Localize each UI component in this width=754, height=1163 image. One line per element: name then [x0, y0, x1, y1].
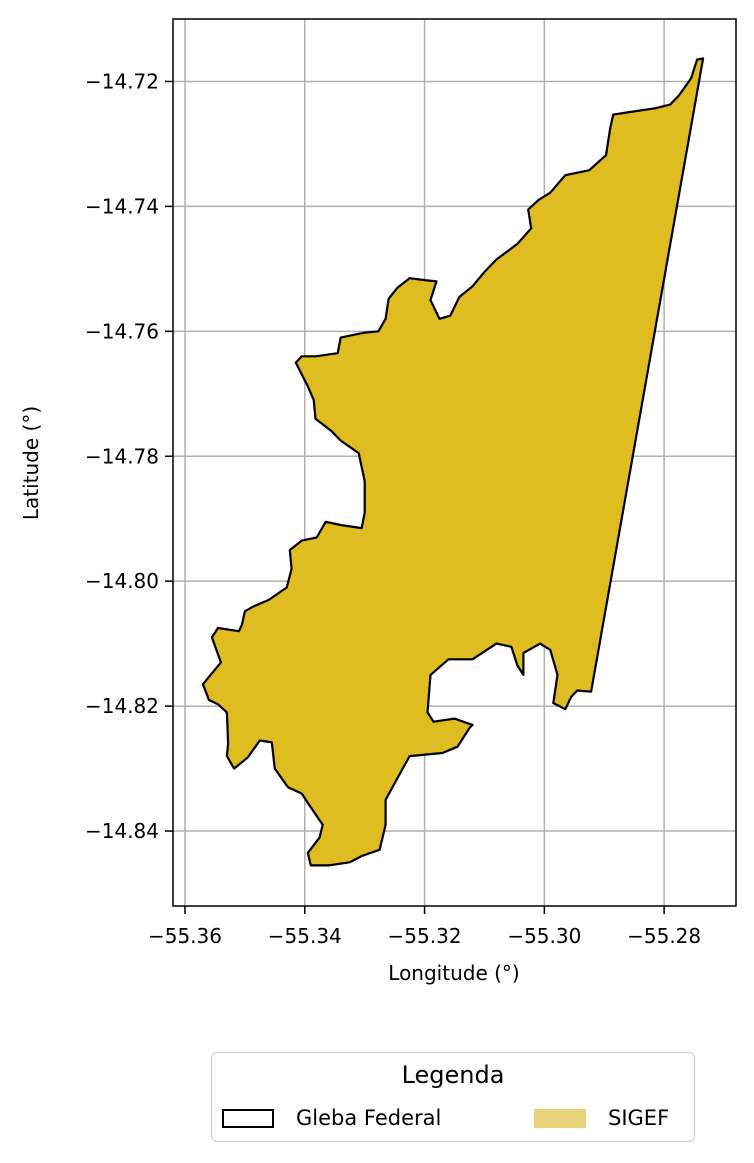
x-tick-label: −55.30 — [507, 924, 581, 948]
y-tick-label: −14.78 — [85, 444, 159, 468]
y-axis-ticks: −14.72 −14.74 −14.76 −14.78 −14.80 −14.82 −14.… — [85, 69, 173, 843]
y-tick-label: −14.82 — [85, 694, 159, 718]
x-tick-label: −55.28 — [627, 924, 701, 948]
x-axis-ticks: −55.36 −55.34 −55.32 −55.30 −55.28 — [148, 906, 701, 948]
y-axis-title: Latitude (°) — [19, 406, 43, 520]
legend-label-gleba-federal: Gleba Federal — [296, 1106, 442, 1130]
y-tick-label: −14.84 — [85, 819, 159, 843]
legend-label-sigef: SIGEF — [608, 1106, 670, 1130]
legend-swatch-outline — [222, 1108, 274, 1128]
legend-swatch-fill — [534, 1108, 586, 1128]
y-tick-label: −14.76 — [85, 319, 159, 343]
legend-item-gleba-federal: Gleba Federal — [222, 1105, 441, 1131]
y-tick-label: −14.74 — [85, 194, 159, 218]
x-tick-label: −55.36 — [148, 924, 222, 948]
legend-item-sigef: SIGEF — [534, 1105, 669, 1131]
y-tick-label: −14.80 — [85, 569, 159, 593]
sigef-area-polygon — [201, 57, 705, 867]
x-tick-label: −55.32 — [388, 924, 462, 948]
legend: Legenda Gleba Federal SIGEF — [211, 1052, 695, 1142]
plot-frame — [172, 18, 737, 907]
x-axis-title: Longitude (°) — [388, 961, 519, 985]
y-tick-label: −14.72 — [85, 69, 159, 93]
x-tick-label: −55.34 — [268, 924, 342, 948]
legend-title: Legenda — [401, 1061, 505, 1089]
